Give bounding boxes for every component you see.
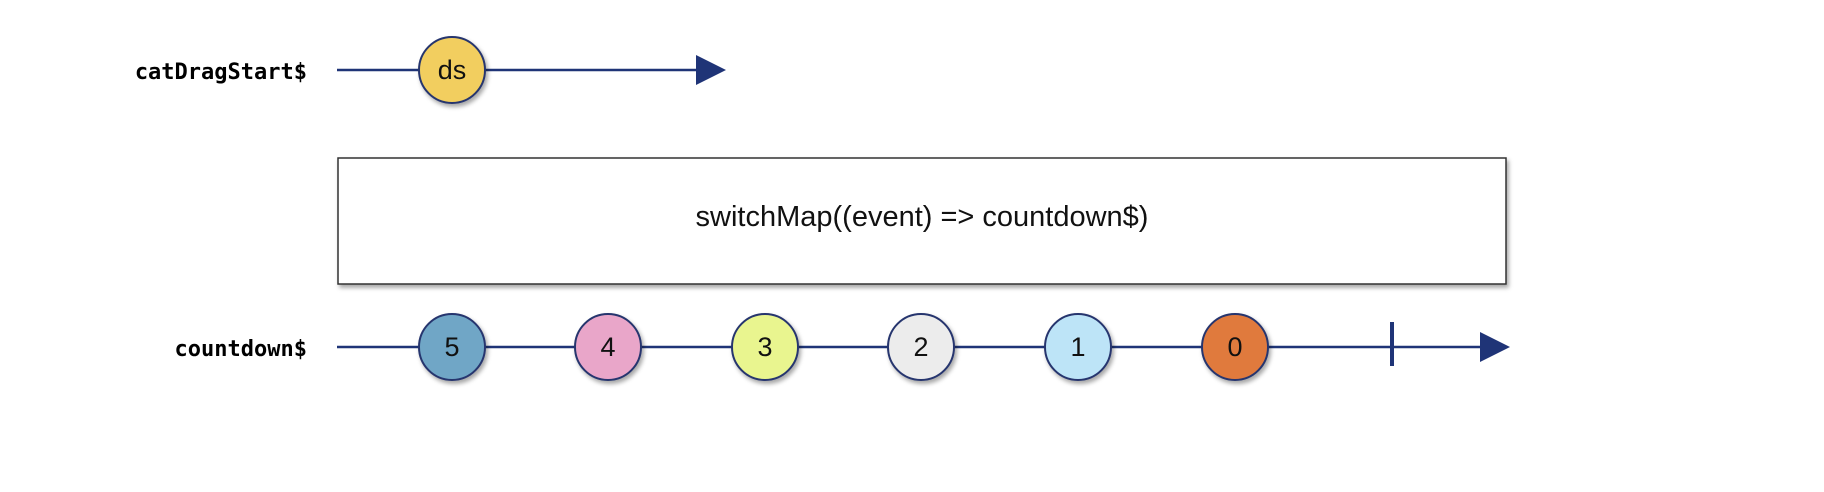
- marble-circle-1: [1044, 313, 1112, 381]
- marble-5: 5: [418, 313, 486, 381]
- timeline-arrowhead-catdragstart: [696, 55, 726, 85]
- marble-circle-0: [1201, 313, 1269, 381]
- marble-label-ds: ds: [438, 55, 467, 85]
- stream-catdragstart: catDragStart$ ds: [135, 36, 726, 104]
- marble-circle-5: [418, 313, 486, 381]
- marble-circle-4: [574, 313, 642, 381]
- marble-label-4: 4: [600, 332, 615, 362]
- marble-0: 0: [1201, 313, 1269, 381]
- marble-4: 4: [574, 313, 642, 381]
- marble-ds: ds: [418, 36, 486, 104]
- marble-1: 1: [1044, 313, 1112, 381]
- marble-2: 2: [887, 313, 955, 381]
- stream-countdown: countdown$ 5 4 3 2 1 0: [175, 313, 1510, 381]
- stream-label-catdragstart: catDragStart$: [135, 60, 307, 85]
- marble-label-5: 5: [444, 332, 459, 362]
- marble-label-0: 0: [1227, 332, 1242, 362]
- stream-label-countdown: countdown$: [175, 337, 307, 362]
- marble-3: 3: [731, 313, 799, 381]
- operator-rect: [337, 157, 1507, 285]
- marble-circle-3: [731, 313, 799, 381]
- operator-label: switchMap((event) => countdown$): [696, 201, 1149, 233]
- marble-label-2: 2: [913, 332, 928, 362]
- marble-label-3: 3: [757, 332, 772, 362]
- marble-label-1: 1: [1070, 332, 1085, 362]
- marble-circle-2: [887, 313, 955, 381]
- timeline-arrowhead-countdown: [1480, 332, 1510, 362]
- operator-box: switchMap((event) => countdown$): [337, 157, 1507, 285]
- marble-circle-ds: [418, 36, 486, 104]
